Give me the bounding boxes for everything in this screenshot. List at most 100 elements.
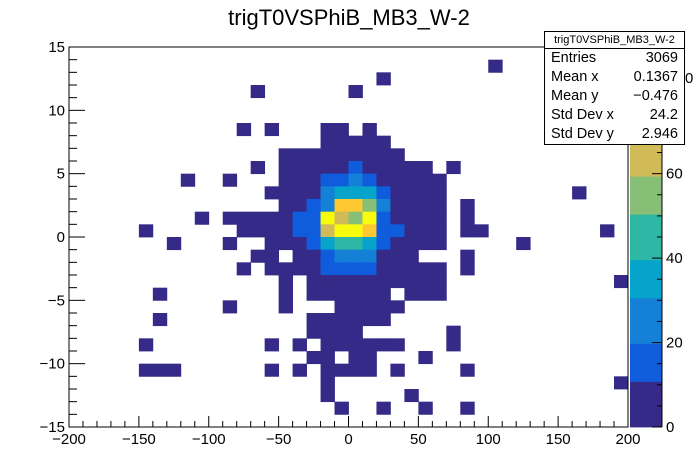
heatmap-cell (306, 262, 321, 276)
heatmap-cell (390, 363, 405, 377)
heatmap-cell (362, 275, 377, 289)
heatmap-cell (390, 224, 405, 238)
heatmap-cell (348, 363, 363, 377)
color-scale-step (630, 373, 662, 382)
heatmap-cell (320, 338, 335, 352)
heatmap-cell (152, 287, 168, 301)
heatmap-cell (292, 211, 307, 225)
heatmap-cell (334, 237, 349, 251)
heatmap-cell (152, 313, 168, 327)
y-tick-label: −10 (40, 356, 65, 373)
heatmap-cell (278, 173, 294, 187)
heatmap-cell (222, 300, 238, 314)
heatmap-cell (138, 363, 154, 377)
heatmap-cell (306, 186, 321, 200)
heatmap-cell (292, 199, 307, 213)
z-tick-label: 20 (666, 335, 683, 352)
heatmap-cell (334, 173, 349, 187)
heatmap-cell (166, 237, 182, 251)
heatmap-cell (418, 275, 433, 289)
color-scale-step (630, 267, 662, 276)
heatmap-cell (348, 313, 363, 327)
heatmap-cell (432, 287, 447, 301)
heatmap-cell (404, 287, 419, 301)
overflow-text: 0 (685, 70, 693, 87)
heatmap-cell (432, 211, 447, 225)
heatmap-cell (264, 249, 280, 263)
stats-row-std-dev-y: Std Dev y 2.946 (545, 125, 684, 144)
heatmap-cell (362, 211, 377, 225)
heatmap-cell (334, 161, 349, 175)
x-axis: −200 −150 −100 −50 0 50 100 150 200 (52, 416, 641, 448)
color-scale-step (630, 389, 662, 397)
heatmap-cell (390, 262, 405, 276)
color-scale-step (630, 191, 662, 200)
heatmap-cell (404, 224, 419, 238)
heatmap-cell (278, 211, 294, 225)
heatmap-cell (264, 363, 280, 377)
heatmap-cell (306, 161, 321, 175)
color-scale-step (630, 206, 662, 215)
heatmap-cell (376, 199, 391, 213)
heatmap-cell (306, 224, 321, 238)
heatmap-cell (166, 363, 182, 377)
heatmap-cell (250, 249, 266, 263)
heatmap-cell (376, 300, 391, 314)
x-tick-label: 150 (546, 431, 571, 448)
color-scale-step (630, 343, 662, 352)
color-scale-step (630, 313, 662, 321)
heatmap-cell (292, 186, 307, 200)
heatmap-cell (180, 173, 196, 187)
heatmap-cell (418, 186, 433, 200)
heatmap-cell (390, 338, 405, 352)
heatmap-cell (264, 211, 280, 225)
heatmap-cell (376, 161, 391, 175)
heatmap-cell (376, 338, 391, 352)
color-scale-step (630, 229, 662, 238)
heatmap-cell (348, 338, 363, 352)
heatmap-cell (348, 199, 363, 213)
heatmap-cell (278, 300, 294, 314)
heatmap-cell (390, 237, 405, 251)
heatmap-cell (236, 123, 252, 137)
stats-value: −0.476 (633, 88, 678, 104)
heatmap-cell (334, 338, 349, 352)
heatmap-cell (404, 237, 419, 251)
y-tick-label: 10 (48, 102, 65, 119)
heatmap-cell (348, 161, 363, 175)
stats-label: Mean y (551, 88, 599, 104)
color-scale-step (630, 153, 662, 162)
heatmap-cell (292, 161, 307, 175)
heatmap-cell (320, 199, 335, 213)
heatmap-cell (376, 287, 391, 301)
heatmap-cell (362, 237, 377, 251)
heatmap-cell (362, 161, 377, 175)
heatmap-cell (362, 249, 377, 263)
heatmap-cell (418, 287, 433, 301)
y-tick-label: 0 (57, 229, 65, 246)
heatmap-cell (348, 287, 363, 301)
heatmap-cell (236, 211, 252, 225)
heatmap-cell (334, 148, 349, 162)
heatmap-cell (292, 148, 307, 162)
heatmap-cell (278, 186, 294, 200)
heatmap-cell (334, 224, 349, 238)
x-tick-label: 50 (410, 431, 427, 448)
heatmap-cell (348, 186, 363, 200)
heatmap-cell (152, 363, 168, 377)
color-scale-step (630, 396, 662, 405)
heatmap-cell (278, 275, 294, 289)
heatmap-cell (348, 300, 363, 314)
heatmap-cell (306, 148, 321, 162)
heatmap-cell (362, 313, 377, 327)
heatmap-cell (460, 199, 475, 213)
color-scale-step (630, 244, 662, 253)
stats-row-entries: Entries 3069 (545, 49, 684, 68)
heatmap-cell (404, 161, 419, 175)
heatmap-cell (404, 186, 419, 200)
heatmap-cell (362, 199, 377, 213)
heatmap-cell (334, 325, 349, 339)
heatmap-cell (432, 186, 447, 200)
heatmap-cell (334, 363, 349, 377)
color-scale-step (630, 290, 662, 299)
